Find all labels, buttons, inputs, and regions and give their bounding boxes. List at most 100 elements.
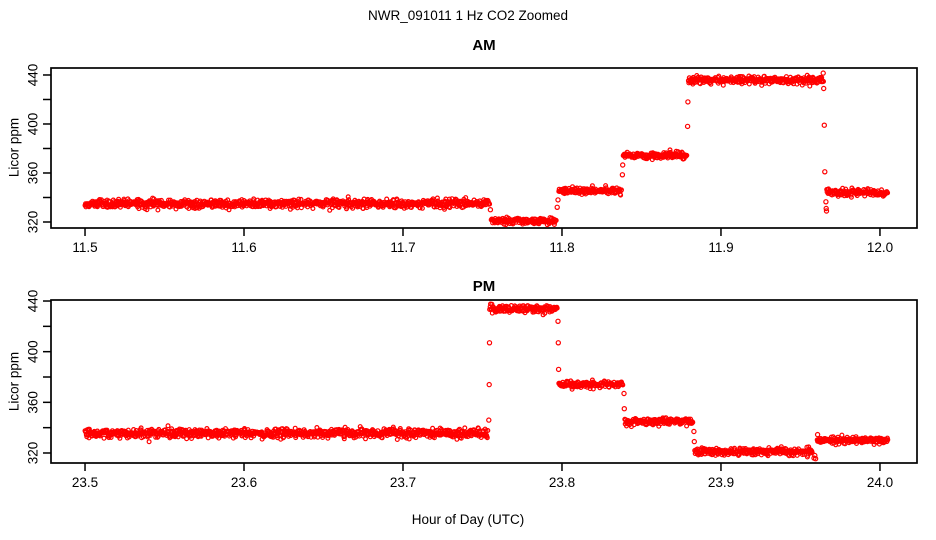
data-point bbox=[292, 425, 298, 431]
transition-point bbox=[821, 85, 827, 92]
transition-point bbox=[691, 438, 698, 445]
data-point bbox=[684, 152, 690, 158]
transition-point bbox=[486, 381, 492, 388]
x-tick-label: 23.5 bbox=[72, 475, 98, 490]
x-tick-label: 11.8 bbox=[549, 240, 574, 255]
data-point bbox=[720, 82, 726, 88]
transition-point bbox=[621, 406, 628, 412]
data-point bbox=[553, 217, 559, 223]
data-point bbox=[820, 78, 826, 84]
transition-point bbox=[554, 204, 560, 210]
y-tick-label: 440 bbox=[26, 290, 41, 313]
transition-point bbox=[487, 206, 494, 213]
transition-point bbox=[619, 172, 626, 178]
transition-point bbox=[823, 205, 829, 212]
data-point bbox=[184, 436, 190, 442]
transition-point bbox=[691, 428, 697, 435]
data-point bbox=[101, 435, 107, 441]
x-tick-label: 11.9 bbox=[708, 240, 733, 255]
data-point bbox=[809, 450, 815, 456]
transition-point bbox=[555, 340, 562, 346]
x-tick-label: 12.0 bbox=[867, 240, 893, 255]
data-point bbox=[146, 439, 152, 445]
data-point bbox=[397, 426, 403, 432]
transition-point bbox=[820, 70, 826, 76]
am-panel-title: AM bbox=[472, 37, 496, 54]
data-point bbox=[350, 205, 356, 211]
y-tick-label: 320 bbox=[26, 442, 41, 465]
data-point bbox=[839, 432, 845, 438]
data-point bbox=[885, 190, 891, 196]
pm-panel-title: PM bbox=[472, 278, 496, 295]
data-point bbox=[843, 186, 849, 192]
data-point bbox=[430, 425, 436, 431]
transition-point bbox=[814, 431, 821, 438]
data-point bbox=[476, 426, 482, 432]
am-plot: 11.5 11.6 11.7 11.8 11.9 12.0 320 360 400 440 bbox=[26, 64, 918, 255]
transition-point bbox=[822, 169, 828, 175]
data-point bbox=[155, 207, 161, 213]
data-point bbox=[104, 427, 110, 433]
data-point bbox=[144, 207, 150, 213]
data-point bbox=[485, 428, 491, 434]
x-tick-label: 11.7 bbox=[390, 240, 415, 255]
x-tick-label: 23.8 bbox=[549, 475, 575, 490]
data-point bbox=[589, 183, 595, 189]
x-tick-label: 11.5 bbox=[72, 240, 97, 255]
y-tick-label: 400 bbox=[26, 113, 41, 136]
transition-point bbox=[685, 99, 691, 105]
plot-border bbox=[50, 299, 918, 464]
data-point bbox=[848, 192, 854, 198]
data-point bbox=[618, 192, 624, 198]
data-point bbox=[885, 437, 891, 443]
y-tick-label: 440 bbox=[26, 64, 41, 87]
transition-point bbox=[621, 390, 627, 397]
data-point bbox=[807, 83, 813, 89]
data-point bbox=[462, 425, 468, 431]
data-point bbox=[684, 423, 690, 429]
transition-point bbox=[620, 162, 626, 168]
transition-point bbox=[812, 456, 819, 462]
transition-point bbox=[812, 452, 818, 459]
main-title: NWR_091011 1 Hz CO2 Zoomed bbox=[367, 8, 569, 23]
data-point bbox=[310, 206, 316, 212]
transition-point bbox=[555, 318, 561, 324]
x-tick-label: 11.6 bbox=[231, 240, 256, 255]
data-point bbox=[463, 195, 469, 201]
data-point bbox=[618, 187, 624, 193]
data-point bbox=[690, 419, 696, 425]
data-point bbox=[484, 435, 490, 441]
data-point bbox=[447, 205, 453, 211]
data-point bbox=[379, 435, 385, 441]
transition-point bbox=[486, 417, 492, 423]
data-point bbox=[603, 183, 609, 189]
data-point bbox=[165, 423, 171, 429]
data-point bbox=[759, 82, 765, 88]
x-tick-label: 24.0 bbox=[867, 475, 893, 490]
data-point bbox=[667, 147, 673, 153]
x-tick-label: 23.6 bbox=[231, 475, 257, 490]
y-tick-label: 360 bbox=[26, 162, 41, 185]
transition-point bbox=[555, 366, 562, 373]
data-point bbox=[542, 310, 548, 316]
data-point bbox=[138, 425, 144, 431]
data-point bbox=[406, 436, 412, 442]
y-tick-label: 360 bbox=[26, 391, 41, 414]
transition-point bbox=[821, 122, 828, 128]
data-point bbox=[458, 435, 464, 441]
data-point bbox=[848, 194, 854, 200]
data-point bbox=[363, 436, 369, 442]
y-tick-label: 400 bbox=[26, 340, 41, 363]
transition-point bbox=[486, 340, 493, 346]
transition-point bbox=[555, 197, 561, 203]
data-points bbox=[82, 70, 891, 228]
data-points bbox=[82, 301, 891, 462]
transition-point bbox=[823, 199, 829, 205]
x-tick-label: 23.7 bbox=[390, 475, 416, 490]
data-point bbox=[716, 73, 722, 79]
data-point bbox=[341, 436, 347, 442]
data-point bbox=[487, 201, 493, 207]
data-point bbox=[394, 437, 400, 443]
